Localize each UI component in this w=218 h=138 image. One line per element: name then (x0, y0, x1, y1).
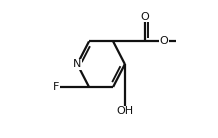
Text: O: O (160, 36, 169, 46)
Text: OH: OH (116, 106, 133, 116)
Text: F: F (53, 82, 59, 92)
Text: N: N (73, 59, 82, 69)
Text: O: O (141, 12, 149, 22)
